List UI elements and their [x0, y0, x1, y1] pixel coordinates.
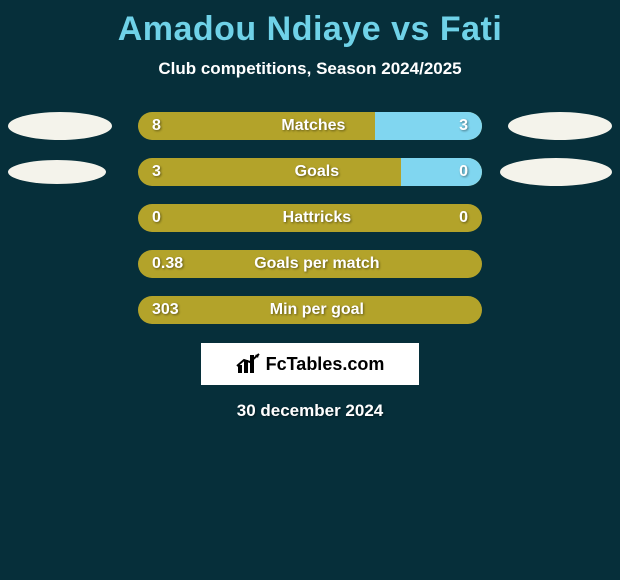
comparison-title: Amadou Ndiaye vs Fati: [0, 10, 620, 49]
player-right-ellipse: [500, 158, 612, 186]
logo-text: FcTables.com: [266, 354, 385, 375]
stat-value-left: 8: [152, 117, 161, 135]
stat-label: Hattricks: [283, 209, 351, 227]
stat-value-left: 3: [152, 163, 161, 181]
stat-bar: 0.38 Goals per match: [138, 250, 482, 278]
subtitle: Club competitions, Season 2024/2025: [0, 59, 620, 79]
stat-label: Goals: [295, 163, 339, 181]
player-right-ellipse: [508, 112, 612, 140]
stat-bar: 3 0 Goals: [138, 158, 482, 186]
generation-date: 30 december 2024: [0, 401, 620, 421]
stat-value-left: 0: [152, 209, 161, 227]
stat-value-right: 0: [459, 163, 468, 181]
infographic-container: Amadou Ndiaye vs Fati Club competitions,…: [0, 0, 620, 580]
bar-segment-right: [401, 158, 482, 186]
stat-row: 8 3 Matches: [0, 111, 620, 141]
stat-row: 3 0 Goals: [0, 157, 620, 187]
stat-bar: 303 Min per goal: [138, 296, 482, 324]
player-left-ellipse: [8, 112, 112, 140]
fctables-logo: FcTables.com: [201, 343, 419, 385]
player-left-ellipse: [8, 160, 106, 184]
stat-row: 0.38 Goals per match: [0, 249, 620, 279]
stat-value-left: 0.38: [152, 255, 183, 273]
stat-bar: 8 3 Matches: [138, 112, 482, 140]
stat-value-right: 3: [459, 117, 468, 135]
stat-label: Min per goal: [270, 301, 364, 319]
stat-row: 0 0 Hattricks: [0, 203, 620, 233]
stat-value-left: 303: [152, 301, 179, 319]
bar-chart-icon: [236, 353, 262, 375]
stats-rows: 8 3 Matches 3 0 Goals 0 0 Hattricks 0.38 Goals per…: [0, 111, 620, 325]
stat-row: 303 Min per goal: [0, 295, 620, 325]
stat-value-right: 0: [459, 209, 468, 227]
stat-label: Goals per match: [254, 255, 379, 273]
stat-bar: 0 0 Hattricks: [138, 204, 482, 232]
stat-label: Matches: [281, 117, 345, 135]
